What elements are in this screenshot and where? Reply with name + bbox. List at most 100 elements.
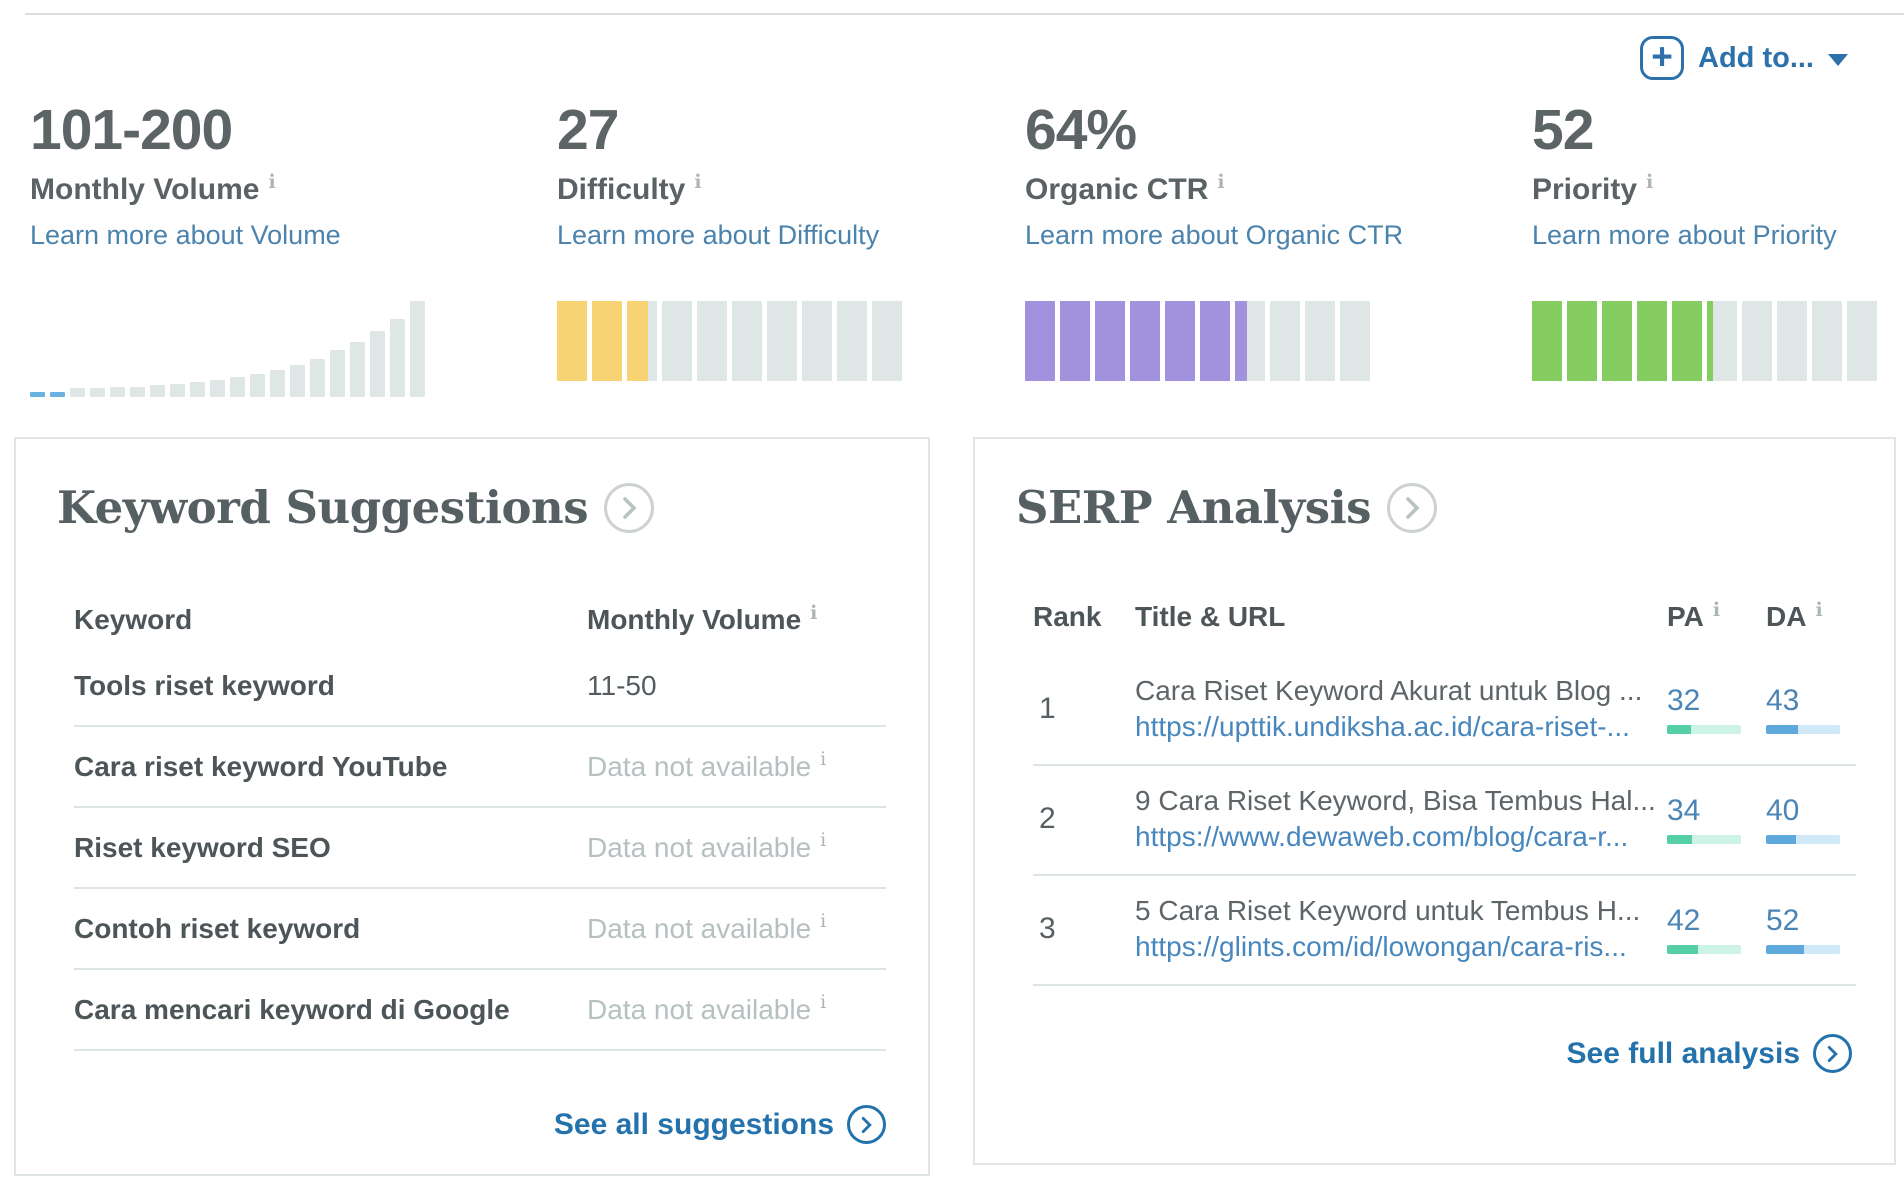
serp-result-row: 3 5 Cara Riset Keyword untuk Tembus H... h… — [1033, 876, 1856, 986]
difficulty-label: Difficulty — [557, 173, 686, 206]
keyword-suggestions-title: Keyword Suggestions — [57, 481, 589, 534]
plus-icon: + — [1640, 36, 1685, 80]
score-segment — [1532, 301, 1562, 381]
score-segment — [697, 301, 727, 381]
organic-ctr-value: 64% — [1025, 98, 1137, 162]
priority-label: Priority — [1532, 173, 1638, 206]
serp-result-url[interactable]: https://glints.com/id/lowongan/cara-ris.… — [1135, 931, 1627, 962]
score-segment — [1130, 301, 1160, 381]
title-url-column-header: Title & URL — [1135, 601, 1286, 632]
da-score-bar — [1766, 834, 1840, 844]
serp-title-url: 9 Cara Riset Keyword, Bisa Tembus Hal...… — [1135, 783, 1667, 855]
info-icon[interactable]: i — [694, 171, 702, 193]
learn-more-organic-ctr-link[interactable]: Learn more about Organic CTR — [1025, 220, 1404, 250]
priority-value: 52 — [1532, 98, 1594, 162]
volume-cell: Data not available i — [587, 991, 827, 1025]
organic-ctr-bar — [1025, 301, 1403, 381]
info-icon[interactable]: i — [1815, 598, 1823, 621]
serp-result-title[interactable]: 9 Cara Riset Keyword, Bisa Tembus Hal... — [1135, 785, 1656, 816]
serp-result-title[interactable]: 5 Cara Riset Keyword untuk Tembus H... — [1135, 895, 1641, 926]
serp-result-row: 1 Cara Riset Keyword Akurat untuk Blog ..… — [1033, 656, 1856, 766]
pa-column-header: PA — [1667, 601, 1704, 632]
pa-score-value[interactable]: 32 — [1667, 683, 1701, 717]
keyword-column-header: Keyword — [74, 604, 193, 635]
pa-score: 34 — [1667, 793, 1766, 844]
score-segment — [1095, 301, 1125, 381]
volume-histogram-bar — [130, 387, 145, 397]
learn-more-priority-link[interactable]: Learn more about Priority — [1532, 220, 1837, 250]
serp-result-title[interactable]: Cara Riset Keyword Akurat untuk Blog ... — [1135, 675, 1643, 706]
score-segment — [1637, 301, 1667, 381]
info-icon[interactable]: i — [820, 829, 827, 852]
volume-histogram-bar — [330, 349, 345, 397]
metric-organic-ctr: 64% Organic CTR i Learn more about Organi… — [1025, 100, 1403, 381]
rank-column-header: Rank — [1033, 601, 1102, 632]
see-all-suggestions-link[interactable]: See all suggestions — [16, 1105, 886, 1144]
add-to-button[interactable]: + Add to... — [1640, 36, 1848, 80]
volume-cell: 11-50 — [587, 669, 657, 701]
serp-analysis-panel: SERP Analysis Rank Title & URL PA i DA i 1… — [973, 437, 1896, 1165]
score-segment — [1165, 301, 1195, 381]
score-segment — [1270, 301, 1300, 381]
keyword-suggestions-panel: Keyword Suggestions Keyword Monthly Volu… — [14, 437, 930, 1176]
da-score-value[interactable]: 40 — [1766, 793, 1800, 827]
keyword-cell[interactable]: Cara mencari keyword di Google — [74, 993, 510, 1025]
score-segment — [1777, 301, 1807, 381]
metric-priority: 52 Priority i Learn more about Priority — [1532, 100, 1877, 381]
pa-score-value[interactable]: 42 — [1667, 903, 1701, 937]
serp-result-url[interactable]: https://www.dewaweb.com/blog/cara-r... — [1135, 821, 1629, 852]
serp-analysis-title: SERP Analysis — [1016, 481, 1372, 534]
score-segment — [837, 301, 867, 381]
chevron-right-icon[interactable] — [604, 482, 655, 533]
volume-histogram-bar — [210, 379, 225, 397]
pa-score-value[interactable]: 34 — [1667, 793, 1701, 827]
score-segment — [1812, 301, 1842, 381]
learn-more-volume-link[interactable]: Learn more about Volume — [30, 220, 341, 250]
see-full-analysis-link[interactable]: See full analysis — [975, 1034, 1852, 1073]
priority-bar — [1532, 301, 1877, 381]
score-segment — [592, 301, 622, 381]
chevron-right-icon[interactable] — [1387, 482, 1437, 533]
info-icon[interactable]: i — [810, 601, 818, 624]
keyword-cell[interactable]: Contoh riset keyword — [74, 912, 361, 944]
info-icon[interactable]: i — [1712, 598, 1721, 621]
info-icon[interactable]: i — [820, 991, 827, 1014]
score-segment — [1567, 301, 1597, 381]
metric-difficulty: 27 Difficulty i Learn more about Difficul… — [557, 100, 902, 381]
monthly-volume-value: 101-200 — [30, 98, 233, 162]
keyword-cell[interactable]: Riset keyword SEO — [74, 831, 331, 863]
volume-histogram-bar — [270, 370, 285, 397]
keyword-suggestion-row: Tools riset keyword 11-50 — [74, 646, 886, 727]
serp-result-url[interactable]: https://upttik.undiksha.ac.id/cara-riset… — [1135, 711, 1630, 742]
score-segment — [872, 301, 902, 381]
info-icon[interactable]: i — [820, 910, 827, 933]
score-segment — [1060, 301, 1090, 381]
info-icon[interactable]: i — [820, 748, 827, 771]
volume-histogram-bar — [110, 387, 125, 397]
volume-column-header: Monthly Volume — [587, 604, 802, 635]
keyword-suggestion-row: Cara mencari keyword di Google Data not a… — [74, 970, 886, 1051]
serp-rank: 1 — [1039, 692, 1056, 725]
score-segment — [1742, 301, 1772, 381]
info-icon[interactable]: i — [1217, 171, 1225, 193]
chevron-right-icon — [1813, 1034, 1852, 1073]
serp-rank: 2 — [1039, 802, 1056, 835]
volume-histogram — [30, 301, 425, 397]
da-score-value[interactable]: 43 — [1766, 683, 1800, 717]
keyword-cell[interactable]: Cara riset keyword YouTube — [74, 750, 448, 782]
learn-more-difficulty-link[interactable]: Learn more about Difficulty — [557, 220, 880, 250]
score-segment — [662, 301, 692, 381]
chevron-right-icon — [847, 1105, 886, 1144]
da-score-bar — [1766, 944, 1840, 954]
info-icon[interactable]: i — [1646, 171, 1654, 193]
score-segment — [1200, 301, 1230, 381]
keyword-cell[interactable]: Tools riset keyword — [74, 669, 335, 701]
info-icon[interactable]: i — [268, 171, 276, 193]
da-score-value[interactable]: 52 — [1766, 903, 1800, 937]
volume-histogram-bar — [350, 342, 365, 397]
volume-histogram-bar — [310, 358, 325, 397]
top-divider — [25, 13, 1904, 15]
serp-title-url: 5 Cara Riset Keyword untuk Tembus H... ht… — [1135, 893, 1667, 965]
score-segment — [732, 301, 762, 381]
keyword-suggestion-row: Cara riset keyword YouTube Data not avail… — [74, 727, 886, 808]
